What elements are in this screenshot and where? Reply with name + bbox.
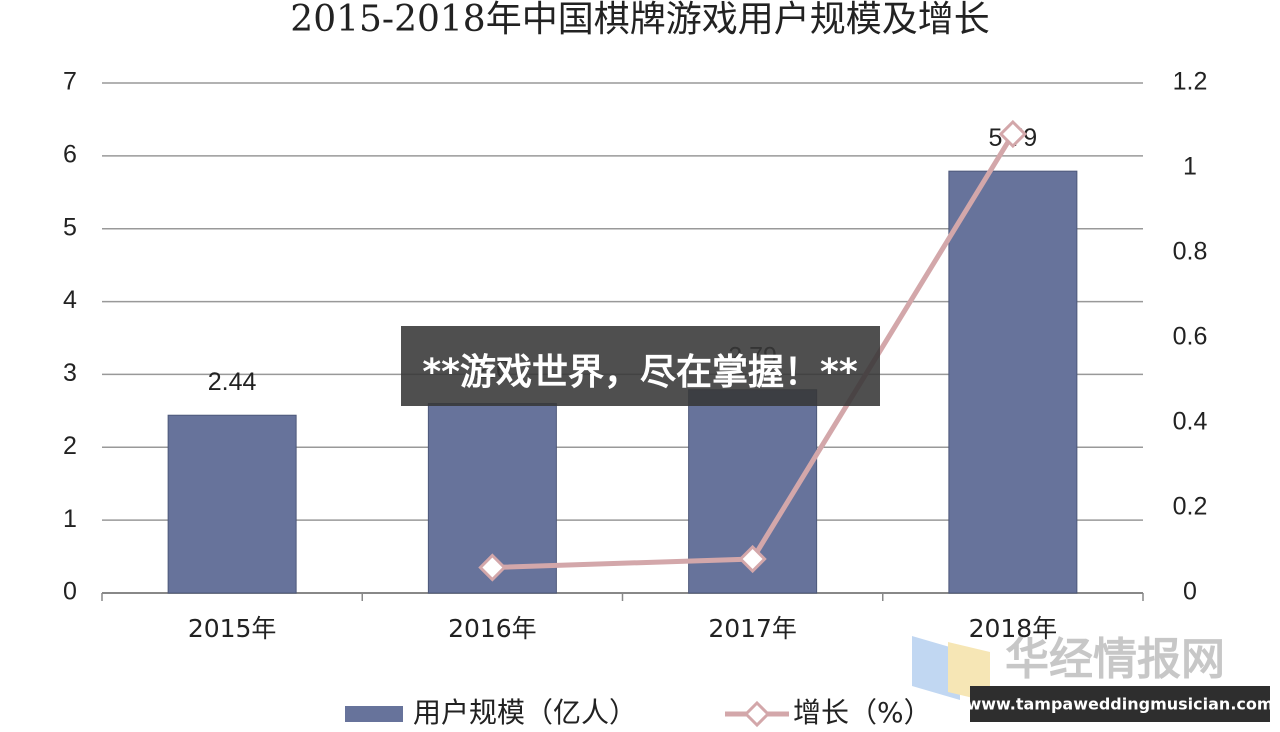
watermark-text: 华经情报网 — [1005, 634, 1225, 685]
bar — [948, 170, 1078, 594]
y-tick-label: 6 — [63, 140, 77, 168]
watermark: 华经情报网 — [912, 634, 1225, 702]
y-tick-label: 5 — [63, 213, 77, 241]
banner — [401, 326, 880, 406]
legend: 用户规模（亿人） 增长（%） — [345, 696, 932, 729]
url-box — [970, 686, 1270, 722]
y-tick-label: 1 — [63, 505, 77, 533]
legend-label: 增长（%） — [793, 696, 932, 729]
y2-tick-label: 0.4 — [1173, 408, 1208, 436]
y2-tick-label: 0.6 — [1173, 323, 1208, 351]
y2-tick-label: 0.8 — [1173, 238, 1208, 266]
x-tick-label: 2015年 — [188, 614, 277, 643]
line-marker — [998, 119, 1027, 149]
y-tick-label: 7 — [63, 68, 77, 96]
x-tick-label: 2016年 — [448, 614, 537, 643]
banner-text: **游戏世界，尽在掌握！** — [422, 352, 857, 393]
legend-swatch — [345, 706, 403, 722]
url-text: www.tampaweddingmusician.com — [966, 695, 1273, 714]
chart-title: 2015-2018年中国棋牌游戏用户规模及增长 — [290, 0, 989, 40]
legend-label: 用户规模（亿人） — [413, 696, 637, 729]
data-label: 2.44 — [208, 368, 257, 396]
x-tick-label: 2017年 — [708, 614, 797, 643]
y-tick-label: 0 — [63, 578, 77, 606]
bar — [167, 414, 297, 594]
y-tick-label: 4 — [63, 286, 77, 314]
y2-tick-label: 1.2 — [1173, 68, 1208, 96]
plot: 0 1 2 3 4 5 6 7 0 0.2 0.4 0.6 0.8 1 1.2 2015年 2016年 2017年… — [63, 68, 1207, 643]
y2-tick-label: 0.2 — [1173, 493, 1208, 521]
y-tick-label: 3 — [63, 359, 77, 387]
line-marker — [478, 553, 507, 582]
y-tick-label: 2 — [63, 432, 77, 460]
legend-swatch — [743, 700, 771, 728]
x-tick-label: 2018年 — [969, 614, 1058, 643]
y2-tick-label: 0 — [1183, 578, 1197, 606]
line-marker — [738, 544, 767, 574]
y2-tick-label: 1 — [1183, 153, 1197, 181]
